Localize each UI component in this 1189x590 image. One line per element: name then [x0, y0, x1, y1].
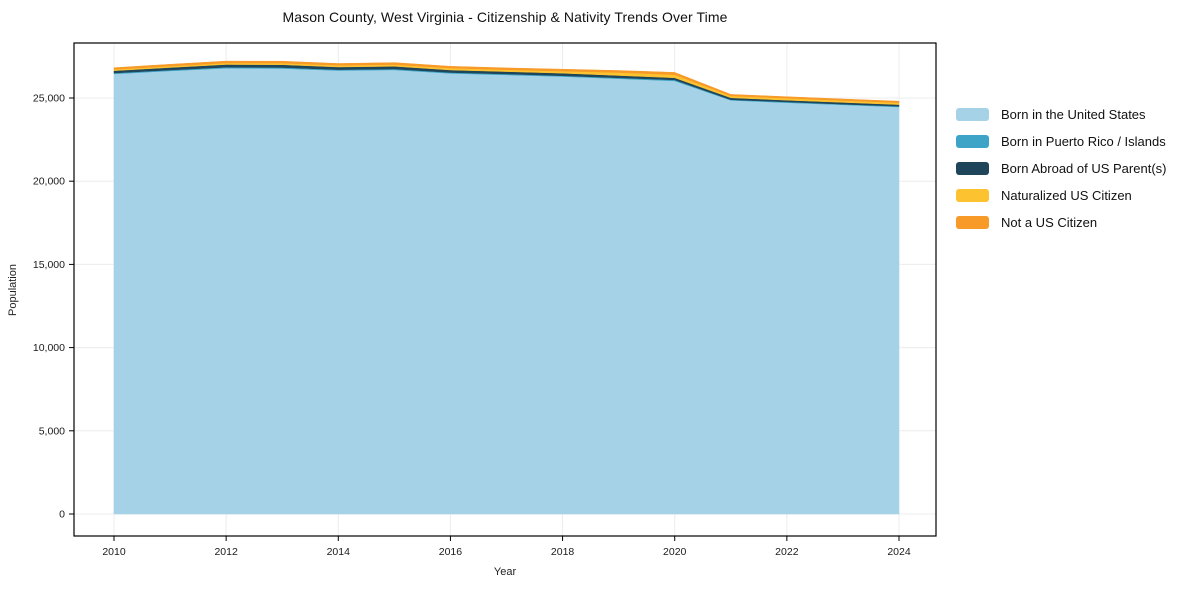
y-tick-label: 20,000: [33, 176, 65, 188]
y-tick-label: 0: [59, 509, 65, 521]
x-tick-label: 2020: [663, 546, 687, 558]
plot-border: [73, 42, 937, 537]
legend-label: Born Abroad of US Parent(s): [1001, 161, 1167, 176]
y-tick-label: 5,000: [39, 425, 65, 437]
legend-label: Born in Puerto Rico / Islands: [1001, 134, 1166, 149]
legend-swatch-puerto-rico: [956, 135, 989, 148]
area-series-0: [113, 67, 900, 515]
x-tick-label: 2022: [775, 546, 799, 558]
x-tick-label: 2012: [214, 546, 238, 558]
x-tick-label: 2016: [439, 546, 463, 558]
legend-label: Not a US Citizen: [1001, 215, 1098, 230]
chart-legend: Born in the United States Born in Puerto…: [956, 101, 1166, 236]
x-axis-label: Year: [493, 566, 517, 578]
chart-title: Mason County, West Virginia - Citizenshi…: [282, 9, 728, 25]
legend-swatch-born-us: [956, 108, 989, 121]
x-tick-label: 2014: [327, 546, 351, 558]
y-axis-label: Population: [7, 264, 19, 316]
legend-label: Naturalized US Citizen: [1001, 188, 1132, 203]
legend-label: Born in the United States: [1001, 107, 1146, 122]
x-tick-label: 2010: [102, 546, 126, 558]
legend-item-not-citizen: Not a US Citizen: [956, 209, 1166, 236]
legend-item-born-us: Born in the United States: [956, 101, 1166, 128]
legend-item-puerto-rico: Born in Puerto Rico / Islands: [956, 128, 1166, 155]
legend-item-naturalized: Naturalized US Citizen: [956, 182, 1166, 209]
legend-swatch-naturalized: [956, 189, 989, 202]
x-tick-label: 2018: [551, 546, 575, 558]
legend-swatch-born-abroad: [956, 162, 989, 175]
y-tick-label: 15,000: [33, 259, 65, 271]
y-tick-label: 25,000: [33, 93, 65, 105]
legend-item-born-abroad: Born Abroad of US Parent(s): [956, 155, 1166, 182]
x-tick-label: 2024: [887, 546, 911, 558]
legend-swatch-not-citizen: [956, 216, 989, 229]
y-tick-label: 10,000: [33, 342, 65, 354]
area-series-4: [113, 60, 900, 103]
